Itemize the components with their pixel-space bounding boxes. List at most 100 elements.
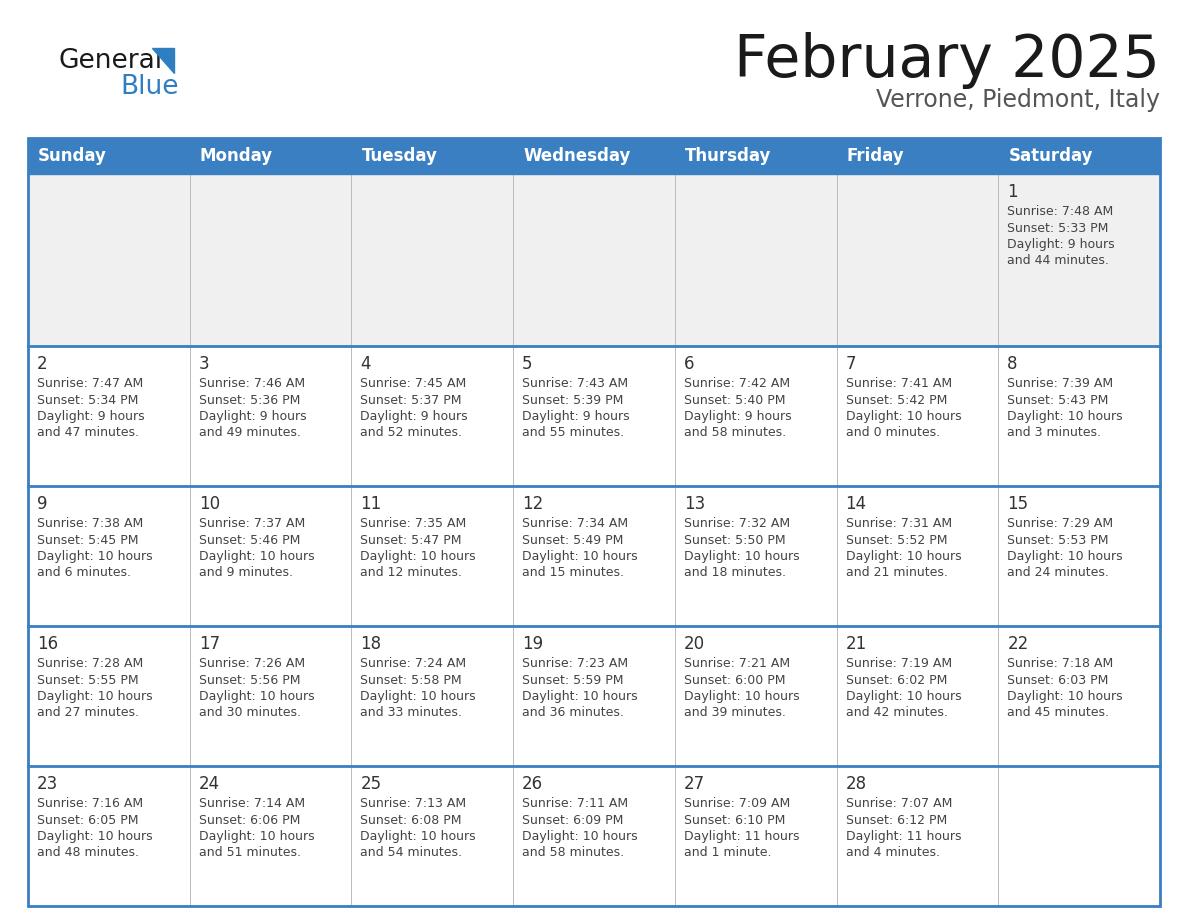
Text: 6: 6 [684,355,694,373]
Text: Daylight: 10 hours: Daylight: 10 hours [37,690,152,703]
Text: and 27 minutes.: and 27 minutes. [37,707,139,720]
Text: Daylight: 11 hours: Daylight: 11 hours [684,830,800,843]
Text: 21: 21 [846,635,867,653]
Text: 11: 11 [360,495,381,513]
Bar [513,626,675,766]
Text: Daylight: 10 hours: Daylight: 10 hours [1007,550,1123,563]
Bar [352,766,513,906]
Text: Sunrise: 7:18 AM: Sunrise: 7:18 AM [1007,657,1113,670]
Text: 24: 24 [198,775,220,793]
Text: Sunset: 5:49 PM: Sunset: 5:49 PM [523,533,624,546]
Text: Daylight: 11 hours: Daylight: 11 hours [846,830,961,843]
Bar [836,766,998,906]
Bar [836,626,998,766]
Bar [29,138,1159,174]
Text: Daylight: 10 hours: Daylight: 10 hours [198,690,315,703]
Text: Sunrise: 7:16 AM: Sunrise: 7:16 AM [37,797,143,810]
Polygon shape [152,48,173,73]
Text: Sunset: 5:53 PM: Sunset: 5:53 PM [1007,533,1108,546]
Text: Sunrise: 7:21 AM: Sunrise: 7:21 AM [684,657,790,670]
Text: and 44 minutes.: and 44 minutes. [1007,254,1110,267]
Text: Sunrise: 7:38 AM: Sunrise: 7:38 AM [37,517,144,530]
Text: and 47 minutes.: and 47 minutes. [37,427,139,440]
Text: and 51 minutes.: and 51 minutes. [198,846,301,859]
Text: Daylight: 10 hours: Daylight: 10 hours [684,550,800,563]
Text: Daylight: 10 hours: Daylight: 10 hours [846,410,961,423]
Text: and 54 minutes.: and 54 minutes. [360,846,462,859]
Text: Sunset: 6:12 PM: Sunset: 6:12 PM [846,813,947,826]
Bar [352,174,513,346]
Text: Sunrise: 7:35 AM: Sunrise: 7:35 AM [360,517,467,530]
Text: 27: 27 [684,775,704,793]
Bar [190,766,352,906]
Text: Thursday: Thursday [684,147,771,165]
Text: and 30 minutes.: and 30 minutes. [198,707,301,720]
Text: Sunset: 5:55 PM: Sunset: 5:55 PM [37,674,139,687]
Text: Daylight: 10 hours: Daylight: 10 hours [360,550,476,563]
Text: Daylight: 10 hours: Daylight: 10 hours [846,690,961,703]
Text: Sunset: 6:02 PM: Sunset: 6:02 PM [846,674,947,687]
Text: and 24 minutes.: and 24 minutes. [1007,566,1110,579]
Text: Daylight: 9 hours: Daylight: 9 hours [37,410,145,423]
Text: Sunrise: 7:07 AM: Sunrise: 7:07 AM [846,797,952,810]
Bar [675,346,836,486]
Text: Sunset: 6:10 PM: Sunset: 6:10 PM [684,813,785,826]
Text: Sunrise: 7:42 AM: Sunrise: 7:42 AM [684,377,790,390]
Bar [29,766,190,906]
Text: 12: 12 [523,495,543,513]
Text: Daylight: 10 hours: Daylight: 10 hours [198,550,315,563]
Text: Sunset: 5:46 PM: Sunset: 5:46 PM [198,533,301,546]
Text: Daylight: 10 hours: Daylight: 10 hours [846,550,961,563]
Text: and 6 minutes.: and 6 minutes. [37,566,131,579]
Text: Sunrise: 7:45 AM: Sunrise: 7:45 AM [360,377,467,390]
Text: 10: 10 [198,495,220,513]
Text: and 33 minutes.: and 33 minutes. [360,707,462,720]
Text: 22: 22 [1007,635,1029,653]
Text: and 36 minutes.: and 36 minutes. [523,707,624,720]
Text: Daylight: 10 hours: Daylight: 10 hours [198,830,315,843]
Text: 26: 26 [523,775,543,793]
Bar [998,486,1159,626]
Text: 7: 7 [846,355,857,373]
Text: 19: 19 [523,635,543,653]
Text: 25: 25 [360,775,381,793]
Text: and 21 minutes.: and 21 minutes. [846,566,948,579]
Text: Sunrise: 7:09 AM: Sunrise: 7:09 AM [684,797,790,810]
Text: Sunset: 5:58 PM: Sunset: 5:58 PM [360,674,462,687]
Text: Daylight: 9 hours: Daylight: 9 hours [198,410,307,423]
Text: Sunset: 5:37 PM: Sunset: 5:37 PM [360,394,462,407]
Text: 16: 16 [37,635,58,653]
Text: 8: 8 [1007,355,1018,373]
Text: and 55 minutes.: and 55 minutes. [523,427,624,440]
Text: Sunset: 5:45 PM: Sunset: 5:45 PM [37,533,139,546]
Text: Sunrise: 7:41 AM: Sunrise: 7:41 AM [846,377,952,390]
Text: Monday: Monday [200,147,273,165]
Text: Daylight: 9 hours: Daylight: 9 hours [360,410,468,423]
Text: Daylight: 9 hours: Daylight: 9 hours [684,410,791,423]
Text: Daylight: 10 hours: Daylight: 10 hours [37,550,152,563]
Text: Daylight: 9 hours: Daylight: 9 hours [1007,238,1114,251]
Text: February 2025: February 2025 [734,32,1159,89]
Text: Sunset: 6:00 PM: Sunset: 6:00 PM [684,674,785,687]
Text: 17: 17 [198,635,220,653]
Text: Sunrise: 7:37 AM: Sunrise: 7:37 AM [198,517,305,530]
Text: Sunset: 5:43 PM: Sunset: 5:43 PM [1007,394,1108,407]
Text: 3: 3 [198,355,209,373]
Text: and 58 minutes.: and 58 minutes. [523,846,624,859]
Text: and 15 minutes.: and 15 minutes. [523,566,624,579]
Text: Sunset: 6:06 PM: Sunset: 6:06 PM [198,813,301,826]
Text: Sunrise: 7:24 AM: Sunrise: 7:24 AM [360,657,467,670]
Text: Sunrise: 7:14 AM: Sunrise: 7:14 AM [198,797,305,810]
Text: Sunset: 5:42 PM: Sunset: 5:42 PM [846,394,947,407]
Text: Sunset: 5:40 PM: Sunset: 5:40 PM [684,394,785,407]
Text: Sunrise: 7:48 AM: Sunrise: 7:48 AM [1007,205,1113,218]
Text: Sunset: 5:39 PM: Sunset: 5:39 PM [523,394,624,407]
Text: and 1 minute.: and 1 minute. [684,846,771,859]
Text: Sunset: 5:34 PM: Sunset: 5:34 PM [37,394,138,407]
Text: Sunset: 5:59 PM: Sunset: 5:59 PM [523,674,624,687]
Text: 18: 18 [360,635,381,653]
Text: Sunset: 5:56 PM: Sunset: 5:56 PM [198,674,301,687]
Text: Sunrise: 7:11 AM: Sunrise: 7:11 AM [523,797,628,810]
Text: Sunrise: 7:29 AM: Sunrise: 7:29 AM [1007,517,1113,530]
Text: Sunrise: 7:31 AM: Sunrise: 7:31 AM [846,517,952,530]
